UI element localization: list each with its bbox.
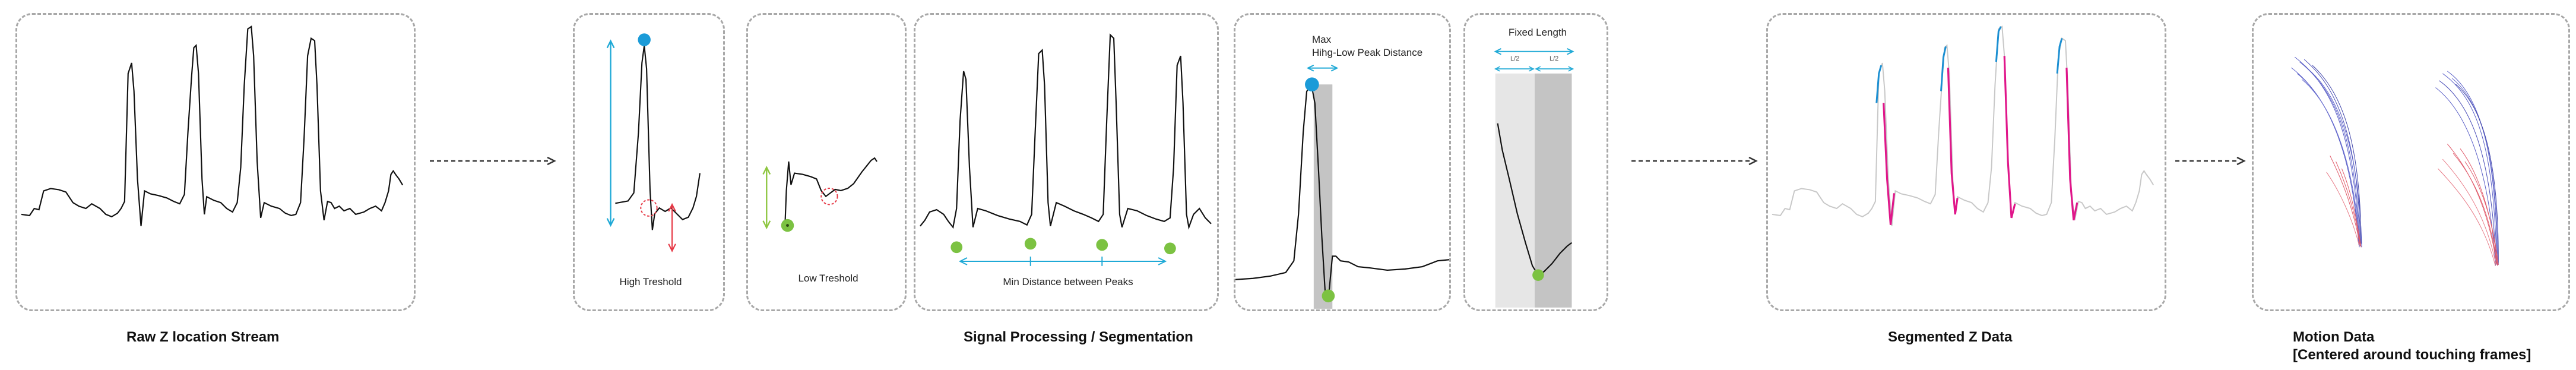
segment-low-4 [2065, 67, 2078, 221]
segment-high-3 [1995, 26, 2002, 62]
trough-marker-icon [1532, 269, 1544, 281]
raw-stream-panel [15, 13, 416, 311]
low-signal-line [784, 157, 877, 221]
segmented-plot [1772, 26, 2154, 226]
fixed-length-panel: Fixed Length L/2 L/2 [1463, 13, 1608, 311]
section-title-raw: Raw Z location Stream [126, 329, 280, 345]
segment-low-3 [2003, 56, 2016, 219]
peak-marker-icon [638, 33, 651, 46]
low-threshold-panel: Low Treshold [746, 13, 907, 311]
dashed-flow-arrow-icon [430, 156, 557, 166]
motion-cluster-left [2291, 56, 2362, 248]
section-title-segmented: Segmented Z Data [1888, 329, 2013, 345]
max-distance-plot [1235, 64, 1449, 309]
caption-max-line1: Max [1312, 34, 1332, 45]
dashed-flow-arrow-icon [1631, 156, 1758, 166]
raw-signal-line [21, 25, 404, 226]
fixed-length-plot [1494, 48, 1574, 308]
motion-plot [2291, 56, 2499, 267]
max-distance-signal-line [1235, 83, 1449, 298]
low-threshold-plot [762, 157, 877, 232]
segment-low-2 [1947, 67, 1959, 215]
caption-high-threshold: High Treshold [619, 276, 682, 287]
dashed-flow-arrow-icon [2175, 156, 2247, 166]
max-distance-panel: Max Hihg-Low Peak Distance [1234, 13, 1451, 311]
search-circle-icon [820, 188, 838, 205]
caption-fixed-length: Fixed Length [1508, 27, 1567, 38]
section-title-motion-line1: Motion Data [2293, 329, 2375, 345]
high-threshold-panel: High Treshold [573, 13, 725, 311]
section-title-processing: Signal Processing / Segmentation [964, 329, 1193, 345]
half-length-right: L/2 [1550, 55, 1559, 62]
min-distance-plot [920, 33, 1212, 266]
high-signal-line [615, 45, 701, 230]
segment-high-2 [1940, 46, 1947, 91]
caption-max-line2: Hihg-Low Peak Distance [1312, 47, 1423, 58]
segment-high-4 [2056, 38, 2063, 74]
segment-high-1 [1875, 65, 1883, 103]
segmented-panel [1766, 13, 2166, 311]
min-distance-signal-line [920, 33, 1212, 230]
caption-low-threshold: Low Treshold [798, 273, 858, 284]
section-title-motion-line2: [Centered around touching frames] [2293, 347, 2531, 363]
raw-stream-plot [21, 25, 404, 226]
motion-cluster-right [2435, 71, 2499, 267]
caption-min-distance: Min Distance between Peaks [1003, 276, 1133, 287]
peak-marker-icon [1305, 77, 1319, 91]
high-threshold-plot [606, 33, 701, 252]
segment-low-1 [1883, 103, 1896, 225]
trough-marker-icon [1322, 289, 1335, 303]
motion-panel [2252, 13, 2570, 311]
trough-marker-icon [950, 241, 963, 254]
half-length-left: L/2 [1510, 55, 1520, 62]
faded-signal-line [1772, 26, 2154, 226]
search-circle-icon [640, 199, 658, 217]
shaded-window [1313, 84, 1333, 309]
min-distance-panel: Min Distance between Peaks [914, 13, 1219, 311]
